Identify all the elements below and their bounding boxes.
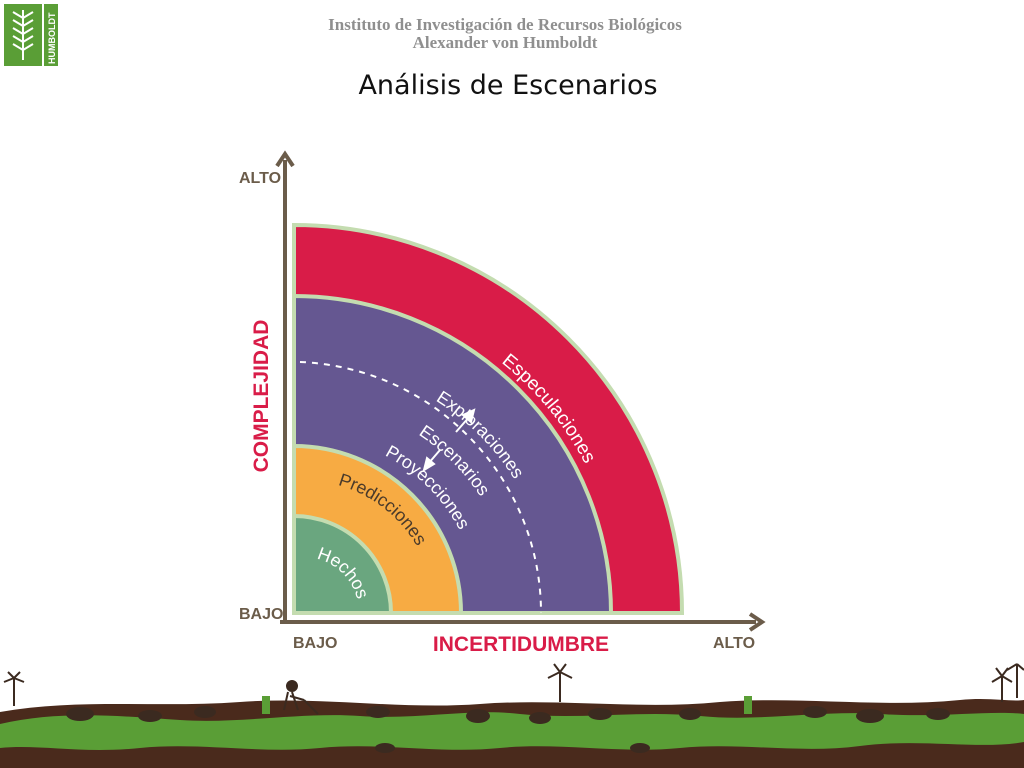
farmer-icon [283,680,319,715]
institution-line-2: Alexander von Humboldt [412,33,598,52]
y-axis-title: COMPLEJIDAD [250,320,273,473]
landscape-footer [0,663,1024,768]
palm-tree-icon [3,663,1024,706]
arrow-down-icon [422,449,441,473]
band-hechos [292,513,394,615]
plant-icons [262,696,752,714]
y-axis-low-label: BAJO [239,606,283,623]
institution-line-1: Instituto de Investigación de Recursos B… [328,15,682,34]
x-axis [280,612,766,632]
humboldt-logo: HUMBOLDT [4,4,58,66]
logo-text: HUMBOLDT [47,12,57,64]
y-axis-high-label: ALTO [239,170,281,187]
x-axis-high-label: ALTO [713,635,755,652]
institution-name: Instituto de Investigación de Recursos B… [0,16,1010,52]
arrow-up-icon [455,408,476,433]
animal-silhouettes [66,706,950,753]
page-title: Análisis de Escenarios [358,70,658,101]
y-axis [275,150,295,622]
x-axis-title: INCERTIDUMBRE [433,633,609,656]
dashed-divider [299,361,543,614]
x-axis-low-label: BAJO [293,635,337,652]
grass-band [0,712,1024,750]
